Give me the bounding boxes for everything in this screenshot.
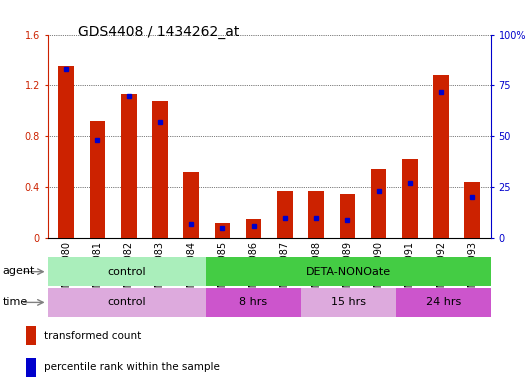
Text: GDS4408 / 1434262_at: GDS4408 / 1434262_at	[78, 25, 239, 39]
Text: time: time	[3, 297, 28, 307]
Bar	[246, 219, 261, 238]
Text: control: control	[107, 266, 146, 277]
Text: percentile rank within the sample: percentile rank within the sample	[44, 362, 220, 372]
Bar	[308, 191, 324, 238]
Bar	[433, 75, 449, 238]
Bar	[59, 66, 74, 238]
Text: DETA-NONOate: DETA-NONOate	[306, 266, 391, 277]
Bar	[277, 191, 293, 238]
Bar	[214, 223, 230, 238]
Bar	[121, 94, 137, 238]
Text: 8 hrs: 8 hrs	[239, 297, 268, 308]
Bar	[152, 101, 168, 238]
Bar	[396, 288, 491, 317]
Text: control: control	[107, 297, 146, 308]
Bar	[371, 169, 386, 238]
Bar	[48, 257, 206, 286]
Bar	[48, 288, 206, 317]
Bar	[26, 326, 36, 345]
Bar	[206, 288, 301, 317]
Text: agent: agent	[3, 266, 35, 276]
Bar	[465, 182, 480, 238]
Bar	[183, 172, 199, 238]
Bar	[26, 358, 36, 377]
Bar	[340, 194, 355, 238]
Bar	[206, 257, 491, 286]
Bar	[301, 288, 396, 317]
Bar	[90, 121, 105, 238]
Text: 15 hrs: 15 hrs	[331, 297, 366, 308]
Bar	[402, 159, 418, 238]
Text: transformed count: transformed count	[44, 331, 141, 341]
Text: 24 hrs: 24 hrs	[426, 297, 461, 308]
